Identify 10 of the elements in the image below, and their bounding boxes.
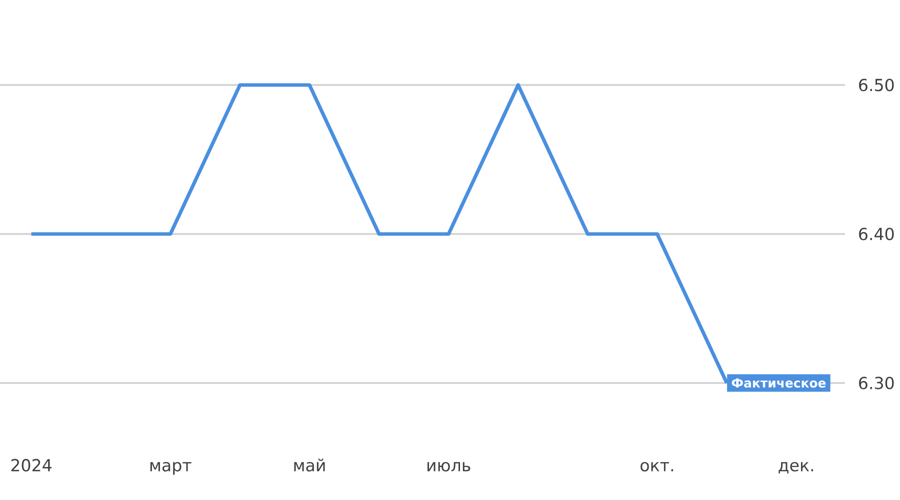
x-tick-label: март [150, 462, 192, 475]
y-tick-label: 6.30 [859, 376, 894, 390]
y-tick-label: 6.50 [859, 78, 894, 92]
x-tick-label: июль [428, 462, 470, 472]
x-tick-label: дек. [778, 462, 814, 474]
y-tick-label: 6.40 [859, 228, 894, 240]
x-tick-label: 2024 [11, 458, 52, 472]
x-tick-label: май [294, 458, 325, 472]
x-tick-label: окт. [640, 462, 674, 472]
annotation: Фактическое [732, 378, 826, 388]
